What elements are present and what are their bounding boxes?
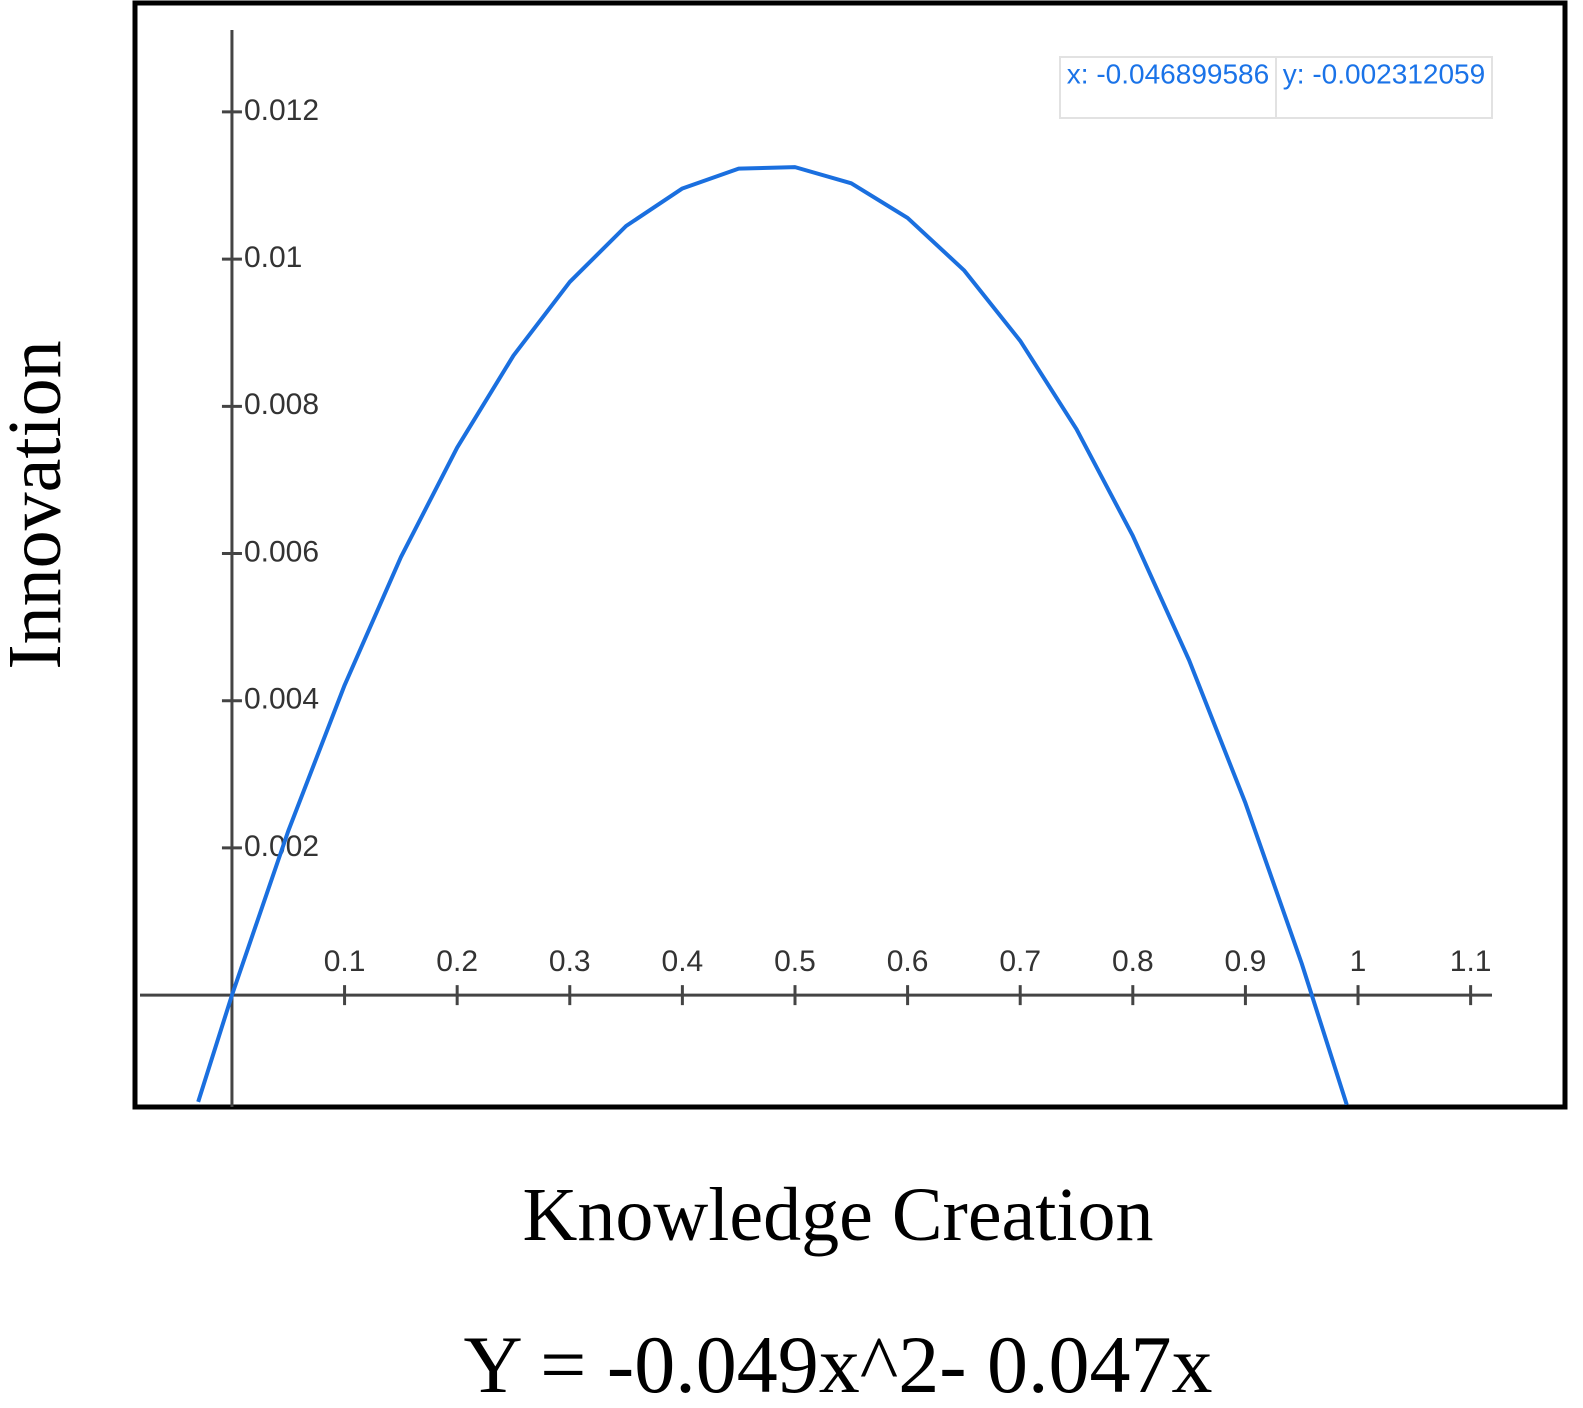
readout-x: x: -0.046899586: [1067, 58, 1269, 89]
x-tick-label: 1: [1350, 945, 1367, 978]
y-tick-label: 0.004: [244, 683, 319, 716]
x-tick-label: 0.3: [549, 945, 591, 978]
readout-y: y: -0.002312059: [1283, 58, 1485, 89]
y-axis-title: Innovation: [0, 340, 77, 669]
plot-frame: [132, 0, 1568, 1110]
y-tick-label: 0.006: [244, 535, 319, 568]
x-tick-label: 0.8: [1112, 945, 1154, 978]
plot-area: 0.1 0.2 0.3 0.4 0.5 0.6 0.7 0.8 0.9 1 1.10.0020.00…: [140, 30, 1492, 1107]
x-tick-label: 0.4: [662, 945, 704, 978]
x-tick-label: 1.1: [1450, 945, 1492, 978]
x-axis-title: Knowledge Creation: [522, 1173, 1153, 1257]
x-tick-label: 0.1: [324, 945, 366, 978]
x-tick-label: 0.9: [1225, 945, 1267, 978]
equation: Y = -0.049x^2- 0.047x: [463, 1319, 1212, 1408]
y-tick-label: 0.01: [244, 241, 302, 274]
y-tick-label: 0.012: [244, 94, 319, 127]
x-tick-label: 0.6: [887, 945, 929, 978]
curve: [196, 165, 1349, 1105]
x-tick-label: 0.7: [999, 945, 1041, 978]
x-tick-label: 0.5: [774, 945, 816, 978]
x-tick-label: 0.2: [436, 945, 478, 978]
y-tick-label: 0.008: [244, 388, 319, 421]
